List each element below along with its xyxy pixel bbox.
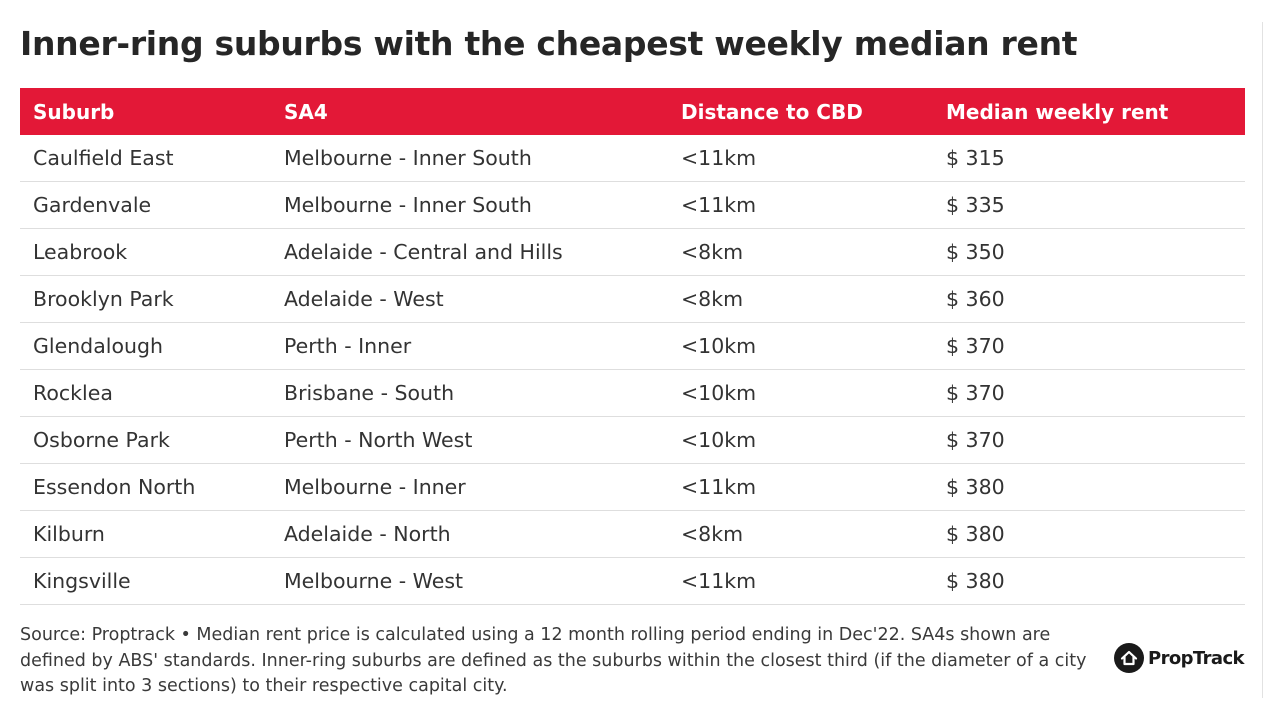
cell-suburb: Osborne Park bbox=[33, 428, 170, 452]
cell-sa4: Melbourne - Inner South bbox=[284, 146, 532, 170]
table-row: Essendon North Melbourne - Inner <11km $ 38… bbox=[20, 464, 1245, 511]
table-row: Gardenvale Melbourne - Inner South <11km $ … bbox=[20, 182, 1245, 229]
cell-rent: $ 380 bbox=[946, 569, 1005, 593]
cell-distance: <11km bbox=[681, 475, 757, 499]
cell-sa4: Brisbane - South bbox=[284, 381, 455, 405]
cell-distance: <8km bbox=[681, 287, 744, 311]
table-row: Caulfield East Melbourne - Inner South <11… bbox=[20, 135, 1245, 182]
chart-title: Inner-ring suburbs with the cheapest wee… bbox=[20, 24, 1078, 63]
cell-suburb: Glendalough bbox=[33, 334, 163, 358]
cell-rent: $ 360 bbox=[946, 287, 1005, 311]
cell-sa4: Perth - Inner bbox=[284, 334, 412, 358]
cell-distance: <8km bbox=[681, 522, 744, 546]
house-icon bbox=[1114, 643, 1144, 673]
column-header-distance: Distance to CBD bbox=[681, 99, 863, 124]
cell-suburb: Caulfield East bbox=[33, 146, 174, 170]
right-divider bbox=[1262, 22, 1263, 698]
column-header-rent: Median weekly rent bbox=[946, 99, 1169, 124]
cell-sa4: Perth - North West bbox=[284, 428, 473, 452]
column-header-suburb: Suburb bbox=[33, 99, 115, 124]
cell-sa4: Melbourne - West bbox=[284, 569, 464, 593]
cell-distance: <11km bbox=[681, 146, 757, 170]
cell-suburb: Rocklea bbox=[33, 381, 113, 405]
cell-distance: <11km bbox=[681, 569, 757, 593]
proptrack-logo: PropTrack bbox=[1114, 642, 1244, 674]
cell-sa4: Adelaide - Central and Hills bbox=[284, 240, 563, 264]
cell-suburb: Gardenvale bbox=[33, 193, 152, 217]
table-row: Kilburn Adelaide - North <8km $ 380 bbox=[20, 511, 1245, 558]
table-row: Glendalough Perth - Inner <10km $ 370 bbox=[20, 323, 1245, 370]
cell-distance: <8km bbox=[681, 240, 744, 264]
cell-rent: $ 350 bbox=[946, 240, 1005, 264]
cell-sa4: Melbourne - Inner South bbox=[284, 193, 532, 217]
column-header-sa4: SA4 bbox=[284, 99, 328, 124]
source-note: Source: Proptrack • Median rent price is… bbox=[20, 625, 1087, 696]
cell-distance: <10km bbox=[681, 381, 757, 405]
cell-distance: <10km bbox=[681, 428, 757, 452]
table-row: Leabrook Adelaide - Central and Hills <8km… bbox=[20, 229, 1245, 276]
table-header: Suburb SA4 Distance to CBD Median weekly… bbox=[20, 88, 1245, 135]
table-row: Osborne Park Perth - North West <10km $ 370 bbox=[20, 417, 1245, 464]
cell-rent: $ 370 bbox=[946, 428, 1005, 452]
table-row: Brooklyn Park Adelaide - West <8km $ 360 bbox=[20, 276, 1245, 323]
cell-sa4: Adelaide - North bbox=[284, 522, 451, 546]
cell-rent: $ 370 bbox=[946, 381, 1005, 405]
cell-suburb: Kilburn bbox=[33, 522, 105, 546]
cell-rent: $ 370 bbox=[946, 334, 1005, 358]
cell-distance: <10km bbox=[681, 334, 757, 358]
cell-suburb: Leabrook bbox=[33, 240, 128, 264]
cell-sa4: Melbourne - Inner bbox=[284, 475, 466, 499]
cell-suburb: Essendon North bbox=[33, 475, 196, 499]
cell-suburb: Kingsville bbox=[33, 569, 131, 593]
rent-table: Suburb SA4 Distance to CBD Median weekly… bbox=[20, 88, 1245, 605]
table-row: Kingsville Melbourne - West <11km $ 380 bbox=[20, 558, 1245, 605]
cell-sa4: Adelaide - West bbox=[284, 287, 444, 311]
cell-suburb: Brooklyn Park bbox=[33, 287, 174, 311]
table-row: Rocklea Brisbane - South <10km $ 370 bbox=[20, 370, 1245, 417]
logo-text: PropTrack bbox=[1148, 647, 1244, 669]
cell-rent: $ 315 bbox=[946, 146, 1005, 170]
table-body: Caulfield East Melbourne - Inner South <11… bbox=[20, 135, 1245, 605]
cell-distance: <11km bbox=[681, 193, 757, 217]
cell-rent: $ 380 bbox=[946, 522, 1005, 546]
cell-rent: $ 335 bbox=[946, 193, 1005, 217]
cell-rent: $ 380 bbox=[946, 475, 1005, 499]
